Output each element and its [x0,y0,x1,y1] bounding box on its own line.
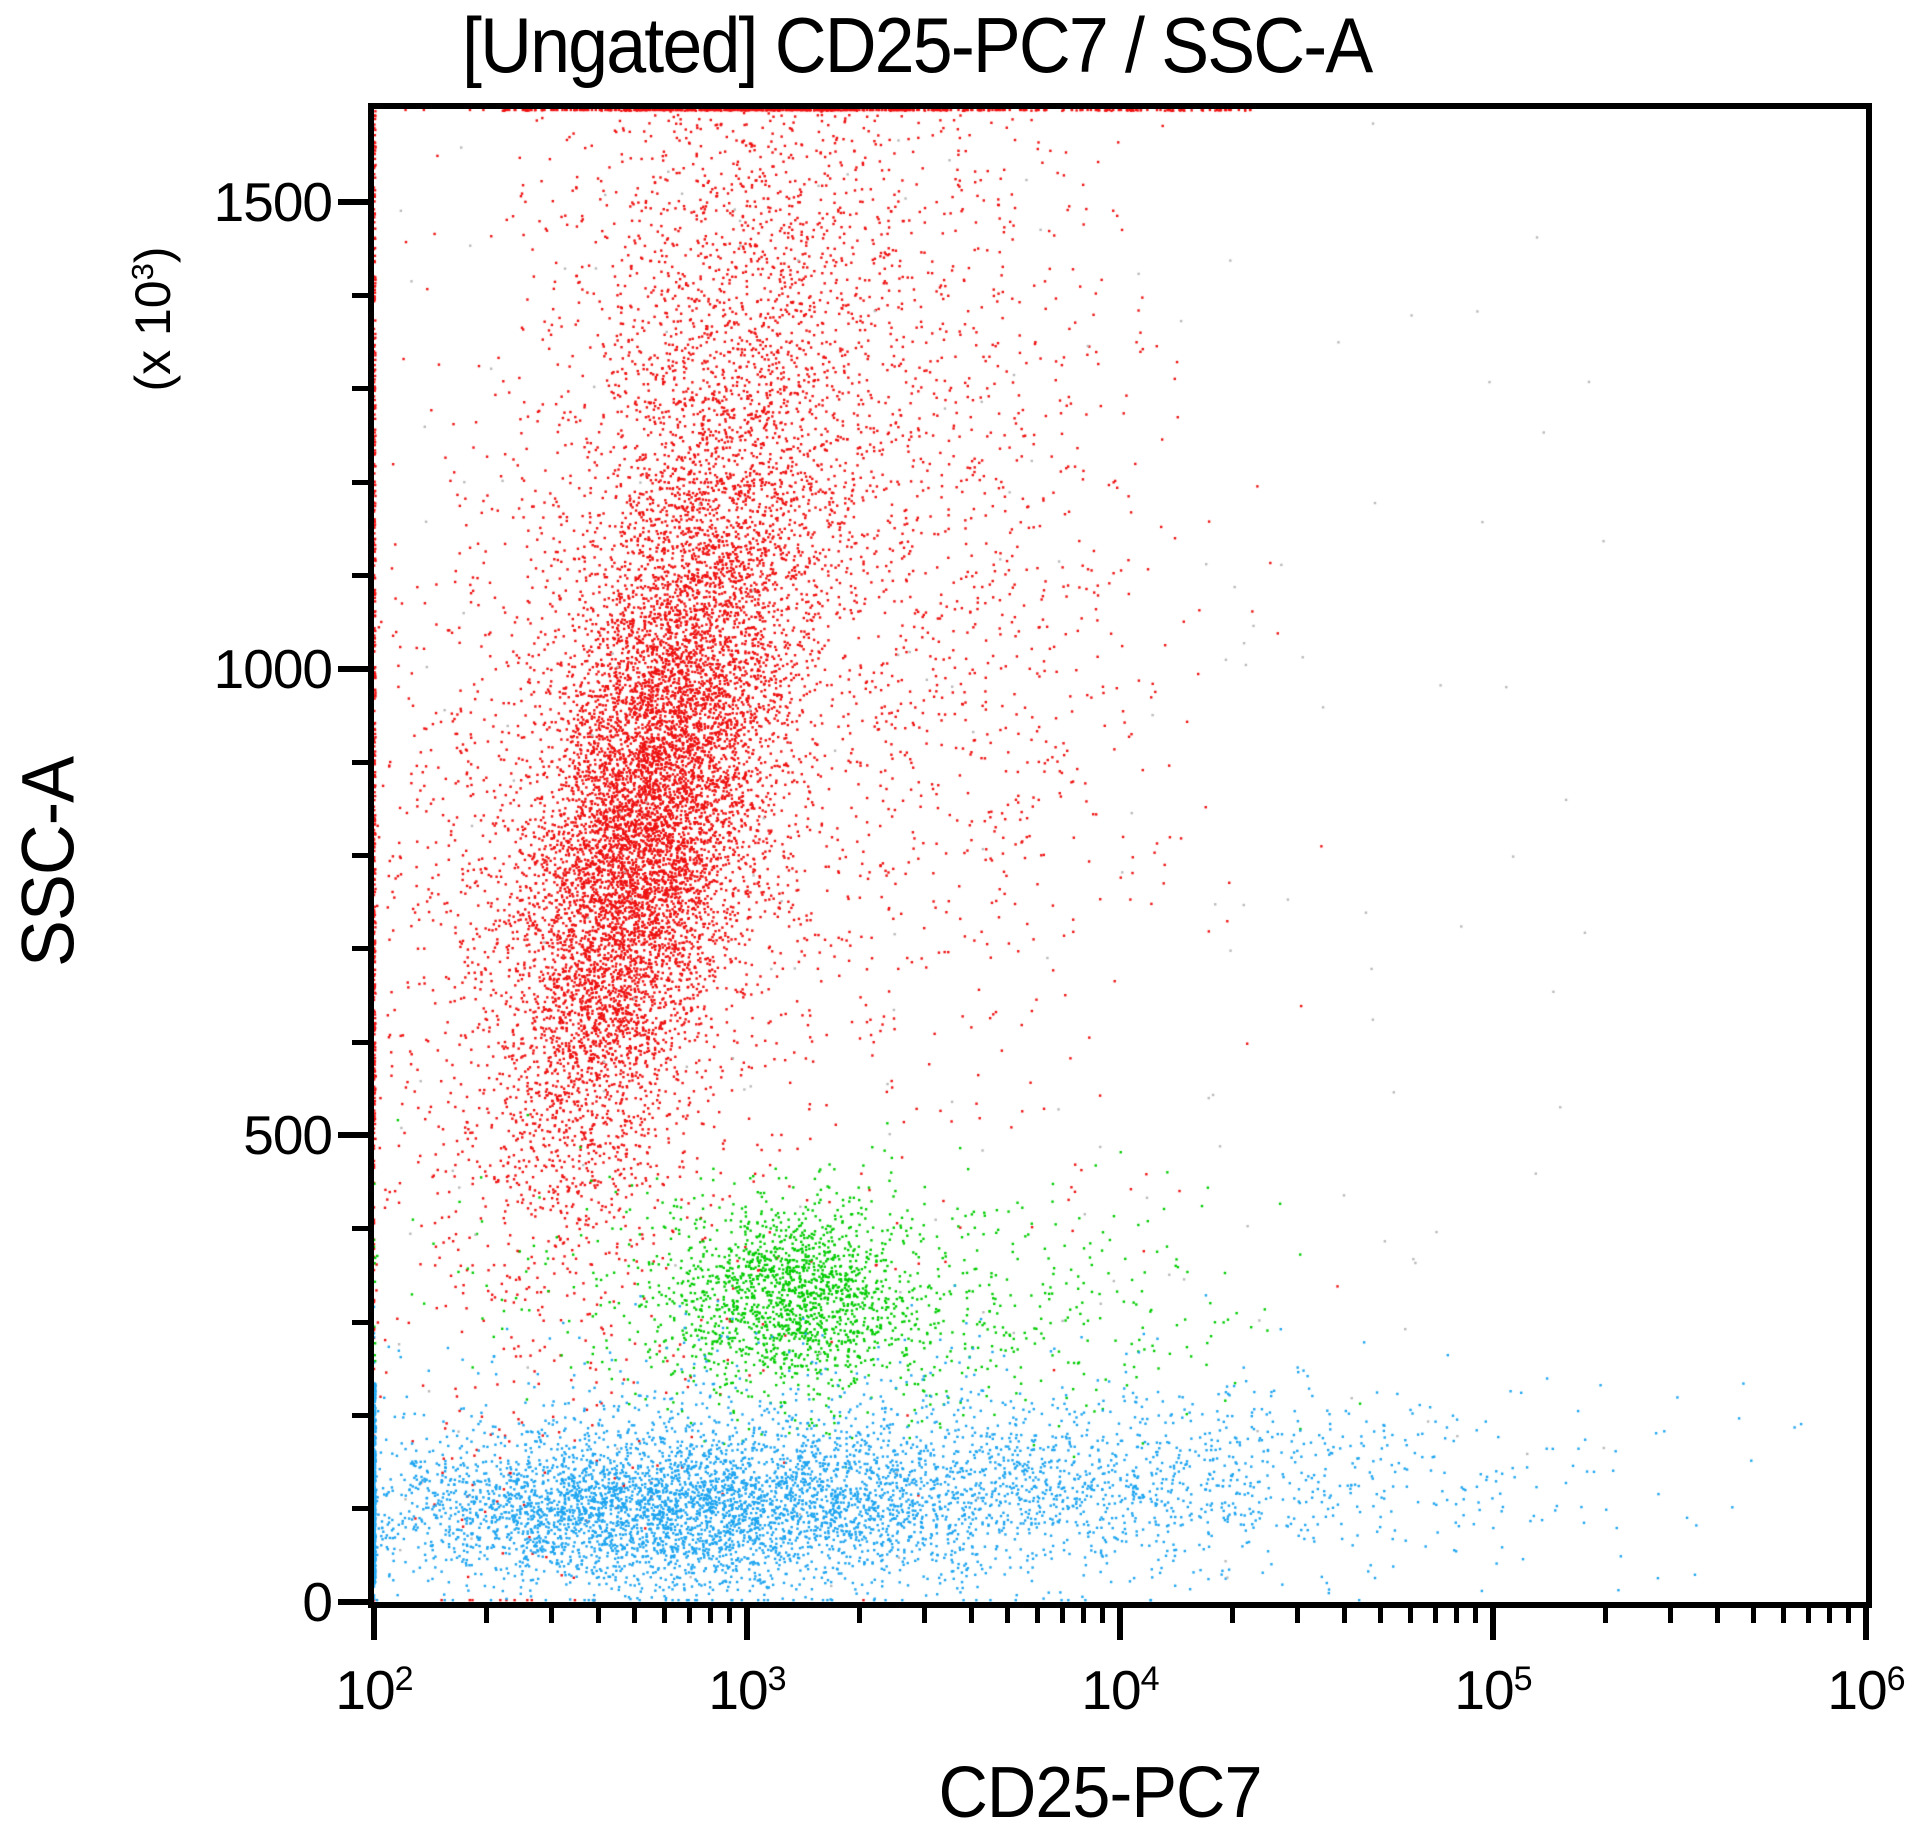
x-minor-tick [922,1606,928,1623]
y-major-tick [338,665,370,672]
x-minor-tick [1295,1606,1301,1623]
y-minor-tick [352,946,370,952]
x-tick-label: 103 [708,1658,786,1721]
y-minor-tick [352,853,370,858]
y-axis-unit: (x 103) [124,214,182,424]
x-minor-tick [1805,1606,1811,1623]
x-minor-tick [549,1606,555,1623]
x-axis-label: CD25-PC7 [938,1753,1262,1833]
x-minor-tick [708,1606,714,1623]
x-minor-tick [1059,1606,1065,1623]
x-minor-tick [596,1606,602,1623]
y-minor-tick [352,386,370,392]
x-minor-tick [1432,1606,1438,1623]
x-minor-tick [1229,1606,1235,1623]
x-minor-tick [856,1606,862,1623]
x-minor-tick [1846,1606,1852,1623]
x-minor-tick [1081,1606,1087,1623]
x-major-tick [744,1606,750,1640]
x-minor-tick [1100,1606,1106,1623]
x-minor-tick [686,1606,692,1623]
x-minor-tick [969,1606,975,1623]
y-major-tick [338,1132,370,1139]
x-minor-tick [727,1606,733,1623]
scatter-plot-canvas[interactable] [374,109,1866,1602]
x-minor-tick [632,1606,638,1623]
x-minor-tick [1005,1606,1011,1623]
y-axis-unit-suffix: ) [125,246,181,264]
x-minor-tick [1780,1606,1786,1623]
y-minor-tick [352,293,370,299]
x-major-tick [371,1606,377,1640]
y-axis-unit-prefix: (x 10 [125,280,181,392]
x-minor-tick [1602,1606,1608,1623]
y-tick-label: 0 [302,1571,333,1633]
y-minor-tick [352,479,370,485]
y-minor-tick [352,1506,370,1512]
x-tick-label: 105 [1454,1658,1532,1721]
x-minor-tick [661,1606,667,1623]
y-major-tick [338,1599,370,1605]
x-major-tick [1117,1606,1123,1640]
x-tick-label: 102 [335,1658,413,1721]
y-minor-tick [352,1226,370,1232]
y-major-tick [338,199,370,206]
y-minor-tick [352,759,370,765]
x-minor-tick [1715,1606,1721,1623]
y-tick-label: 1000 [213,637,333,700]
x-minor-tick [1751,1606,1757,1623]
x-minor-tick [1034,1606,1040,1623]
y-tick-label: 500 [243,1104,333,1167]
chart-title: [Ungated] CD25-PC7 / SSC-A [462,1,1373,89]
y-axis-unit-exponent: 3 [124,263,160,281]
x-minor-tick [1827,1606,1833,1623]
y-minor-tick [352,1039,370,1045]
x-minor-tick [1473,1606,1479,1623]
x-minor-tick [1407,1606,1413,1623]
x-minor-tick [1342,1606,1348,1623]
x-minor-tick [1454,1606,1460,1623]
x-minor-tick [1378,1606,1384,1623]
x-minor-tick [483,1606,489,1623]
y-minor-tick [352,1412,370,1418]
y-tick-label: 1500 [213,171,333,234]
x-major-tick [1490,1606,1496,1640]
y-minor-tick [352,1319,370,1325]
x-minor-tick [1668,1606,1674,1623]
x-tick-label: 106 [1827,1658,1905,1721]
y-axis-label: SSC-A [6,756,90,967]
x-tick-label: 104 [1081,1658,1159,1721]
x-major-tick [1863,1606,1869,1640]
y-minor-tick [352,573,370,579]
